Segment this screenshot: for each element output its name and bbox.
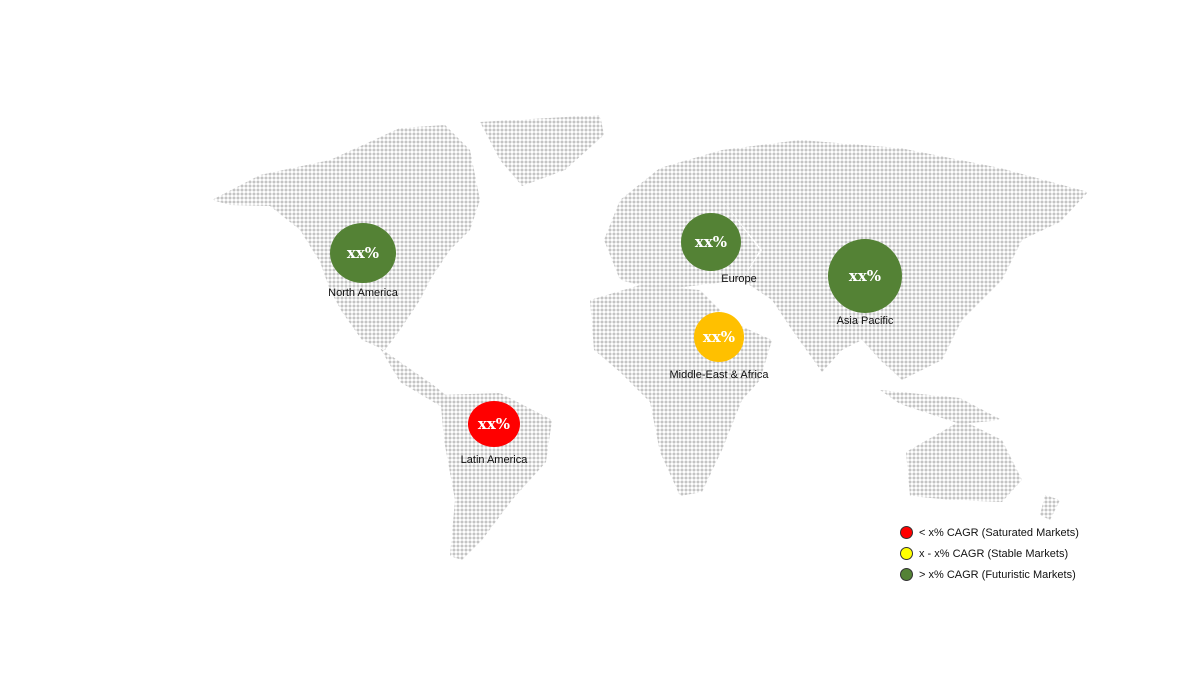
legend-label: x - x% CAGR (Stable Markets) (919, 547, 1069, 560)
continent-south-america (440, 393, 552, 560)
islands-new-zealand (1040, 495, 1060, 520)
continent-australia (906, 420, 1022, 502)
legend-dot-yellow (900, 547, 913, 560)
continent-asia (722, 140, 1088, 380)
region-label-europe: Europe (721, 273, 756, 285)
bubble-north-america (330, 223, 396, 283)
region-label-asia-pacific: Asia Pacific (837, 315, 894, 327)
continent-greenland (480, 115, 604, 186)
continent-central-america (380, 348, 452, 406)
bubble-value-middle-east-africa: xx% (703, 328, 735, 346)
bubble-value-latin-america: xx% (478, 415, 510, 433)
legend-dot-red (900, 526, 913, 539)
bubble-europe (681, 213, 741, 271)
islands-indonesia (880, 390, 1002, 424)
legend-dot-green (900, 568, 913, 581)
legend-item-futuristic: > x% CAGR (Futuristic Markets) (900, 564, 1079, 585)
bubble-middle-east-africa (694, 312, 744, 362)
region-label-latin-america: Latin America (461, 454, 529, 466)
legend: < x% CAGR (Saturated Markets) x - x% CAG… (900, 522, 1079, 585)
legend-label: < x% CAGR (Saturated Markets) (919, 526, 1079, 539)
legend-item-stable: x - x% CAGR (Stable Markets) (900, 543, 1079, 564)
legend-label: > x% CAGR (Futuristic Markets) (919, 568, 1076, 581)
bubble-value-north-america: xx% (347, 244, 379, 262)
continent-africa (590, 285, 772, 496)
bubble-latin-america (468, 401, 520, 447)
bubble-value-asia-pacific: xx% (849, 267, 881, 285)
bubble-asia-pacific (828, 239, 902, 313)
bubble-value-europe: xx% (695, 233, 727, 251)
legend-item-saturated: < x% CAGR (Saturated Markets) (900, 522, 1079, 543)
region-label-middle-east-africa: Middle-East & Africa (669, 369, 769, 381)
region-label-north-america: North America (328, 287, 399, 299)
